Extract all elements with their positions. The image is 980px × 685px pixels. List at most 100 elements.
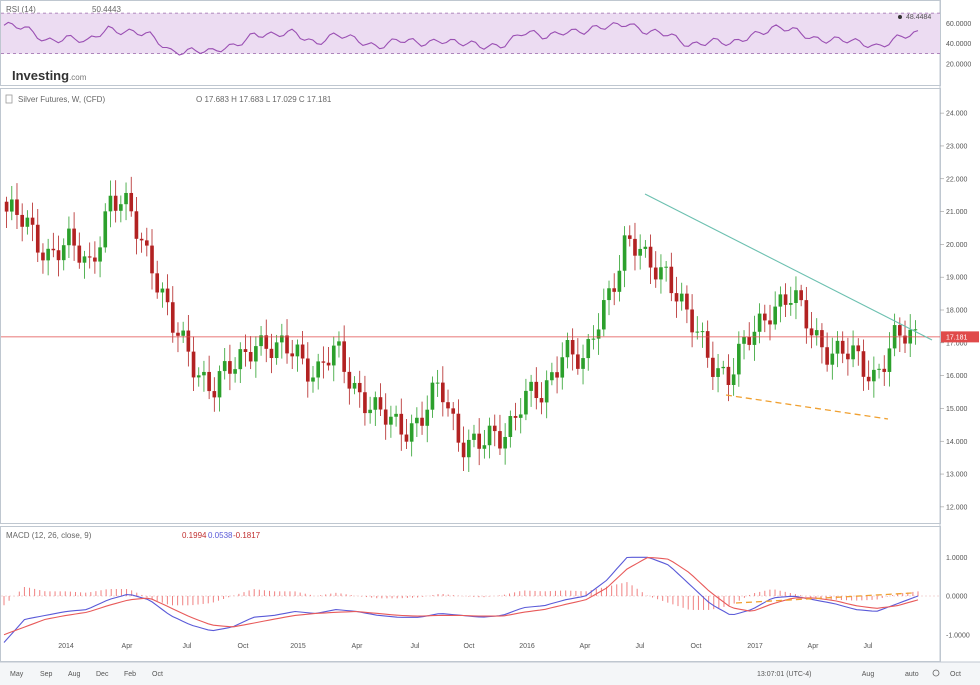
price-candles bbox=[4, 176, 918, 472]
support-trendline[interactable] bbox=[725, 394, 889, 420]
rsi-band bbox=[1, 13, 940, 54]
candle-body bbox=[176, 332, 180, 336]
price-panel[interactable] bbox=[0, 88, 941, 524]
candle-body bbox=[539, 398, 544, 403]
candle-body bbox=[872, 369, 876, 382]
candle-body bbox=[82, 256, 87, 263]
x-tick-label: 2015 bbox=[290, 643, 306, 650]
x-tick-label: Oct bbox=[238, 643, 249, 650]
price-legend-name: Silver Futures, W, (CFD) bbox=[18, 95, 105, 104]
candle-body bbox=[378, 397, 383, 410]
candle-body bbox=[742, 336, 746, 344]
candle-body bbox=[737, 343, 741, 375]
timeframe-button[interactable]: Sep bbox=[40, 671, 53, 678]
candle-body bbox=[596, 329, 601, 339]
candle-body bbox=[778, 294, 783, 307]
candle-body bbox=[186, 330, 191, 352]
rsi-current-badge: 48.4484 bbox=[906, 14, 931, 21]
price-tick-label: 18.000 bbox=[946, 308, 968, 315]
candle-body bbox=[866, 376, 871, 382]
candle-body bbox=[134, 211, 139, 239]
candle-body bbox=[913, 329, 918, 331]
candle-body bbox=[20, 214, 24, 227]
descending-trendline[interactable] bbox=[644, 193, 933, 341]
candle-body bbox=[35, 224, 40, 253]
investing-logo[interactable]: Investing.com bbox=[12, 68, 87, 83]
candle-body bbox=[617, 270, 622, 292]
candle-body bbox=[409, 423, 414, 442]
macd-legend-name: MACD (12, 26, close, 9) bbox=[6, 531, 92, 540]
chart-menu-icon[interactable] bbox=[5, 94, 13, 104]
candle-body bbox=[56, 250, 61, 261]
candle-body bbox=[87, 256, 92, 258]
price-legend-ohlc: O 17.683 H 17.683 L 17.029 C 17.181 bbox=[196, 95, 332, 104]
timeframe-button[interactable]: Feb bbox=[124, 671, 136, 678]
candle-body bbox=[570, 340, 575, 355]
candle-body bbox=[264, 335, 269, 349]
candle-body bbox=[280, 335, 284, 343]
candle-body bbox=[861, 351, 866, 377]
macd-histogram bbox=[3, 582, 919, 610]
timeframe-button[interactable]: Oct bbox=[152, 671, 163, 678]
price-tick-label: 13.000 bbox=[946, 472, 968, 479]
auto-scale-toggle[interactable]: auto bbox=[905, 671, 919, 678]
price-tick-label: 14.000 bbox=[946, 439, 968, 446]
x-tick-label: Oct bbox=[691, 643, 702, 650]
macd-panel[interactable] bbox=[0, 526, 941, 662]
candle-body bbox=[321, 361, 326, 363]
candle-body bbox=[300, 344, 305, 359]
candle-body bbox=[181, 330, 185, 336]
timeframe-button[interactable]: Aug bbox=[68, 671, 81, 678]
candle-body bbox=[783, 294, 788, 305]
macd-legend-value-macd: 0.1994 bbox=[182, 531, 207, 540]
candle-body bbox=[752, 331, 757, 345]
candle-body bbox=[15, 199, 19, 215]
candle-body bbox=[482, 445, 487, 449]
candle-body bbox=[840, 340, 845, 354]
macd-tick-label: 1.0000 bbox=[946, 555, 968, 562]
candle-body bbox=[477, 433, 481, 449]
candle-body bbox=[643, 246, 648, 249]
candle-body bbox=[690, 309, 694, 333]
candle-body bbox=[254, 346, 258, 362]
candle-body bbox=[446, 402, 450, 409]
macd-legend-value-hist: -0.1817 bbox=[233, 531, 261, 540]
candle-body bbox=[757, 313, 762, 332]
candle-body bbox=[705, 331, 710, 358]
candle-body bbox=[524, 390, 528, 415]
candle-body bbox=[67, 228, 71, 246]
candle-body bbox=[383, 409, 388, 425]
x-tick-label: Jul bbox=[411, 643, 420, 650]
candle-body bbox=[347, 371, 352, 389]
settings-gear-icon[interactable] bbox=[932, 669, 940, 677]
candle-body bbox=[555, 372, 559, 378]
candle-body bbox=[217, 371, 222, 398]
candle-body bbox=[648, 246, 653, 268]
candle-body bbox=[425, 409, 430, 426]
candle-body bbox=[316, 361, 321, 378]
candle-body bbox=[248, 351, 253, 362]
candle-body bbox=[731, 374, 736, 385]
macd-tick-label: -1.0000 bbox=[946, 632, 970, 639]
candle-body bbox=[664, 266, 668, 268]
timeframe-button[interactable]: May bbox=[10, 671, 24, 678]
candle-body bbox=[586, 339, 591, 359]
candle-body bbox=[846, 353, 850, 360]
macd-tick-label: 0.0000 bbox=[946, 594, 968, 601]
candle-body bbox=[441, 382, 445, 403]
candle-body bbox=[534, 381, 539, 399]
candle-body bbox=[627, 235, 632, 239]
x-tick-label: Apr bbox=[122, 643, 134, 650]
candle-body bbox=[295, 344, 300, 357]
candle-body bbox=[456, 413, 461, 443]
timeframe-button[interactable]: Dec bbox=[96, 671, 109, 678]
candle-body bbox=[700, 331, 705, 333]
candle-body bbox=[129, 192, 134, 212]
candle-body bbox=[679, 293, 684, 302]
candle-body bbox=[331, 345, 336, 366]
candle-body bbox=[363, 392, 367, 414]
price-tick-label: 16.000 bbox=[946, 373, 968, 380]
candle-body bbox=[877, 368, 881, 370]
candle-body bbox=[461, 442, 466, 458]
